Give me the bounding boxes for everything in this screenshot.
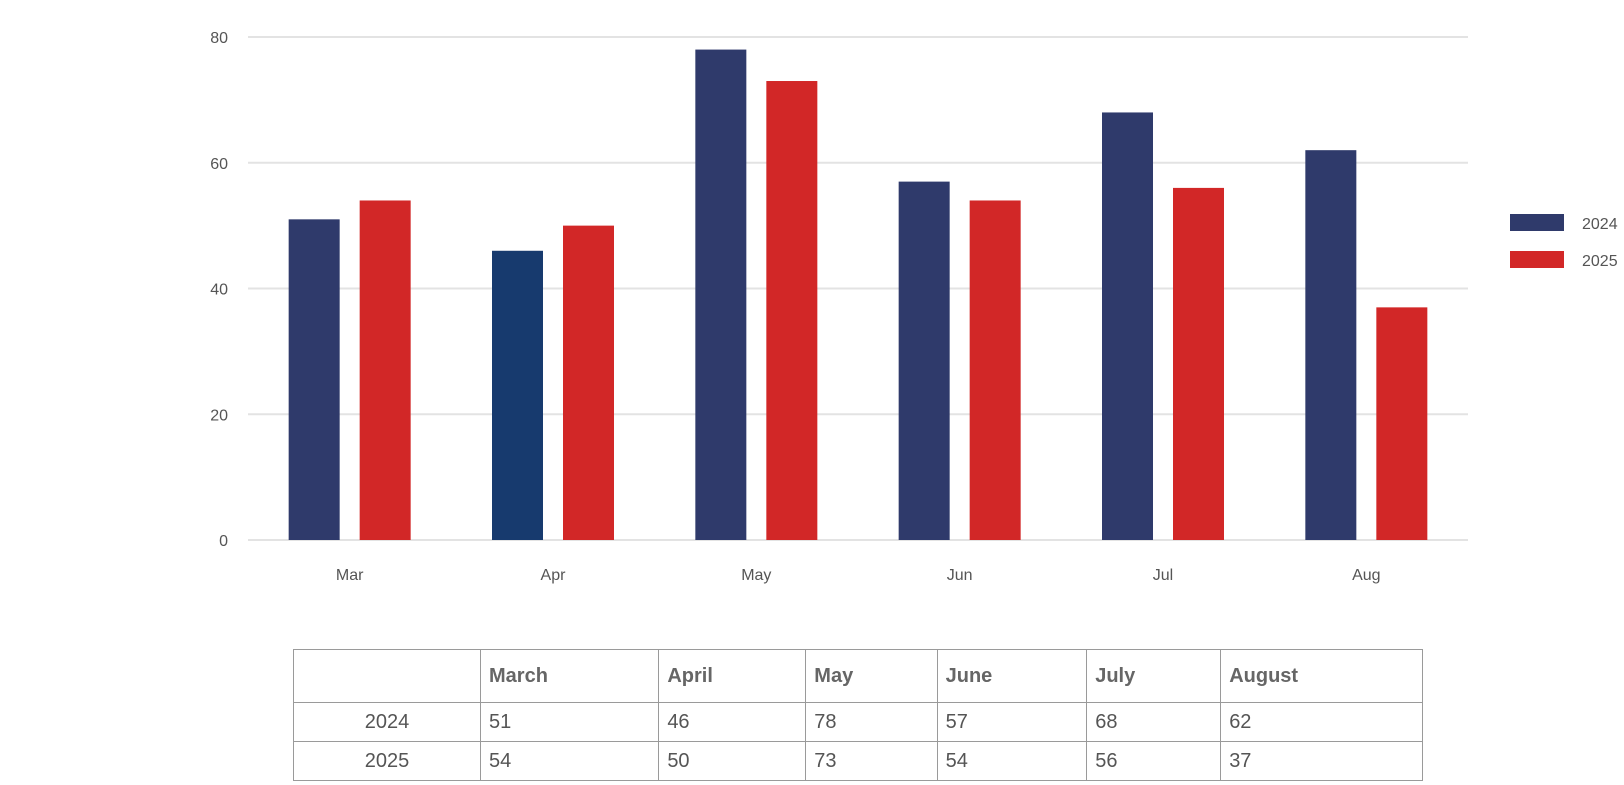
table-row: 2025 54 50 73 54 56 37	[293, 741, 1423, 781]
table-header-cell: April	[658, 649, 807, 703]
x-tick-label: May	[741, 567, 771, 584]
bar-2024-apr	[492, 250, 543, 540]
table-cell: 50	[658, 741, 807, 781]
table-cell: 68	[1086, 702, 1222, 742]
table-header-cell: July	[1086, 649, 1222, 703]
table-cell: 78	[805, 702, 938, 742]
table-header-cell	[293, 649, 481, 703]
y-tick-label: 40	[210, 282, 228, 299]
legend-label: 2025	[1582, 253, 1618, 270]
table-cell: 73	[805, 741, 938, 781]
x-tick-label: Jul	[1153, 567, 1173, 584]
bar-2024-jun	[898, 181, 950, 541]
bar-2025-jul	[1173, 187, 1224, 540]
table-cell: 46	[658, 702, 807, 742]
table-cell: 56	[1086, 741, 1222, 781]
legend-swatch	[1510, 214, 1564, 231]
bar-chart: 0 20 40 60 80 Mar Apr May Jun Jul Aug 2024 2025	[210, 30, 1618, 584]
bar-2025-jun	[969, 200, 1021, 540]
x-tick-label: Mar	[336, 567, 364, 584]
table-header-cell: June	[936, 649, 1088, 703]
bar-2025-may	[766, 81, 818, 540]
x-tick-label: Jun	[947, 567, 973, 584]
table-row-label: 2025	[293, 741, 481, 781]
x-tick-label: Aug	[1352, 567, 1380, 584]
table-cell: 57	[936, 702, 1088, 742]
table-header-cell: March	[479, 649, 660, 703]
bar-2024-may	[695, 49, 747, 540]
y-tick-label: 60	[210, 156, 228, 173]
table-cell: 62	[1220, 702, 1423, 742]
bars	[288, 49, 1428, 541]
table-header-cell: May	[805, 649, 938, 703]
table-cell: 54	[479, 741, 660, 781]
table-cell: 54	[936, 741, 1088, 781]
y-tick-label: 0	[219, 533, 228, 550]
bar-2025-apr	[563, 225, 614, 540]
table-cell: 51	[479, 702, 660, 742]
legend-swatch	[1510, 251, 1564, 268]
table-row-label: 2024	[293, 702, 481, 742]
table-row: 2024 51 46 78 57 68 62	[293, 702, 1423, 742]
bar-2024-aug	[1305, 150, 1357, 541]
data-table: March April May June July August 2024 51…	[293, 649, 1423, 781]
y-tick-label: 80	[210, 30, 228, 47]
x-tick-label: Apr	[541, 567, 567, 584]
table-header-cell: August	[1220, 649, 1423, 703]
bar-2024-mar	[288, 219, 340, 540]
y-axis: 0 20 40 60 80	[210, 30, 228, 550]
x-axis: Mar Apr May Jun Jul Aug	[336, 567, 1381, 584]
legend-label: 2024	[1582, 216, 1618, 233]
gridlines	[248, 36, 1468, 541]
table-cell: 37	[1220, 741, 1423, 781]
bar-2025-mar	[359, 200, 411, 540]
bar-2025-aug	[1376, 307, 1428, 540]
legend: 2024 2025	[1510, 214, 1618, 270]
table-header-row: March April May June July August	[293, 649, 1423, 703]
bar-2024-jul	[1102, 112, 1153, 540]
y-tick-label: 20	[210, 407, 228, 424]
